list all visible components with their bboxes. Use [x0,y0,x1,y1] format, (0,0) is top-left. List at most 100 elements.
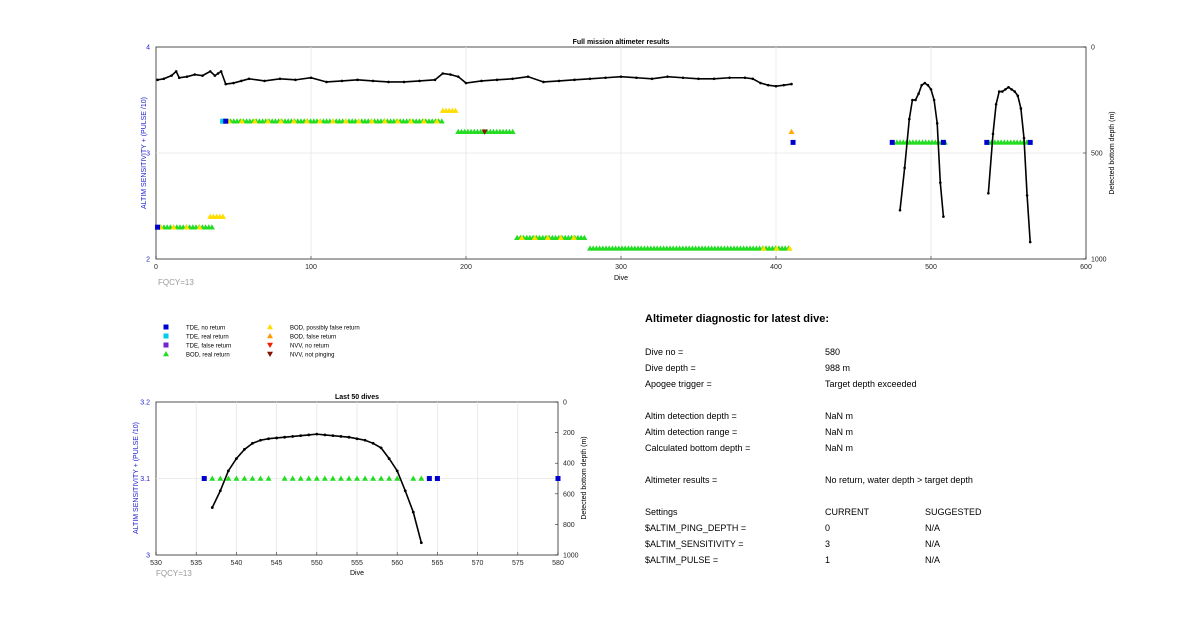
dive-profile-line-point [898,208,902,212]
data-point [410,475,417,481]
bottom-depth-line-point [464,81,468,85]
x-tick-label: 555 [351,560,363,567]
legend-marker [267,333,273,339]
bod-possibly-false-marker [251,118,258,124]
bottom-depth-line-point [299,434,303,438]
bottom-depth-line-point [619,75,623,78]
bod-possibly-false-marker [518,234,525,241]
diagnostic-row-col-0: Altim detection range = [645,427,738,437]
data-point [321,475,328,481]
legend-marker [163,351,169,357]
bottom-depth-line-point [226,469,230,473]
legend: TDE, no return TDE, real return TDE, false… [163,324,360,359]
bottom-depth-line-point [557,79,561,83]
bod-possibly-false-marker [238,118,245,124]
x-tick-label: 530 [150,560,162,567]
bottom-depth-line-point [174,70,178,73]
bod-marker [220,213,227,219]
bottom-depth-line-point [315,432,319,436]
data-point [370,475,377,481]
x-tick-label: 535 [190,560,202,567]
diagnostic-row-col-0: Apogee trigger = [645,379,712,389]
x-tick-label: 200 [460,264,472,271]
bottom-depth-line-point [177,76,181,80]
data-point [329,475,336,481]
x-tick-label: 0 [154,264,158,271]
data-point [313,475,320,481]
bottom-depth-line-point [185,75,189,78]
bottom-depth-line-point [387,457,391,461]
y2-tick-label: 500 [1091,151,1103,158]
dive-profile-line-point [908,117,911,121]
dive-profile-line-point [1004,88,1007,91]
full-mission-chart: 0 100 200 300 400 500 600 2 3 4 0 500 1000 Full miss… [141,39,1116,287]
bod-possibly-false-marker [342,118,349,124]
bottom-depth-line-point [243,448,246,451]
data-point [984,139,990,145]
bottom-depth-line-point [511,77,514,81]
diagnostic-row-col-1: NaN m [825,427,854,437]
bottom-depth-line-point [275,436,278,440]
bottom-depth-line-point [774,84,778,88]
dive-profile-line-point [1022,136,1026,140]
bottom-depth-line-point [309,76,313,80]
bottom-depth-line-point [278,77,282,81]
bottom-depth-line-point [340,79,344,83]
data-point [337,475,344,481]
dive-profile-line-point [903,166,906,170]
dive-profile-line-point [929,88,933,91]
dive-profile-line-point [1028,240,1032,244]
bottom-depth-line-point [379,446,383,450]
dive-profile-line-point [987,191,990,195]
bod-possibly-false-marker [407,118,414,124]
data-point [289,475,296,481]
bottom-depth-line-point [247,77,251,81]
bottom-depth-line-point [666,75,669,78]
bod-possibly-false-marker [183,224,190,230]
top-y-axis-label: ALTIM SENSITIVITY + (PULSE /10) [141,97,148,209]
dive-profile-line-point [923,81,927,85]
y-tick-label: 4 [146,45,150,52]
diagnostic-row-col-0: Altimeter results = [645,475,718,485]
bottom-series-layer [201,432,561,545]
bottom-depth-line-point [355,437,359,441]
dive-profile-line-point [935,122,939,125]
dive-profile-line-point [942,215,945,218]
bottom-depth-line-point [356,78,359,82]
y2-tick-label: 0 [1091,45,1095,52]
bottom-depth-line-point [232,81,235,85]
diagnostic-row-col-1: NaN m [825,443,854,453]
top-y2-axis-label: Detected bottom depth (m) [1109,111,1116,194]
legend-label: NVV, no return [290,344,329,350]
legend-marker [267,342,273,348]
bottom-depth-line-point [347,435,351,439]
data-point [386,475,393,481]
x-tick-label: 575 [512,560,524,567]
bottom-depth-line-point [323,433,327,437]
bottom-depth-line-point [387,80,390,84]
bottom-depth-line-point [751,77,755,81]
bottom-depth-line-point [402,80,406,84]
dive-profile-line-point [914,98,917,102]
settings-header-col-2: SUGGESTED [925,507,982,517]
data-point [345,475,352,481]
x-tick-label: 570 [472,560,484,567]
bottom-y-axis-label: ALTIM SENSITIVITY + (PULSE /10) [133,422,140,534]
diagnostic-row-col-1: No return, water depth > target depth [825,475,973,485]
bottom-depth-line-point [224,82,228,86]
bottom-depth-line-point [267,437,270,441]
y2-tick-label: 1000 [563,553,579,560]
bottom-depth-line-point [782,83,786,87]
legend-label: NVV, not pinging [290,353,334,359]
y-tick-label: 3.2 [140,400,150,407]
data-point [790,139,796,145]
bottom-depth-line-point [331,434,335,438]
x-tick-label: 560 [391,560,403,567]
legend-marker [267,324,273,330]
x-tick-label: 545 [271,560,283,567]
data-point [378,475,385,481]
data-point [201,476,207,481]
bottom-depth-line-point [743,76,747,80]
data-point [241,475,248,481]
data-point [418,475,425,481]
